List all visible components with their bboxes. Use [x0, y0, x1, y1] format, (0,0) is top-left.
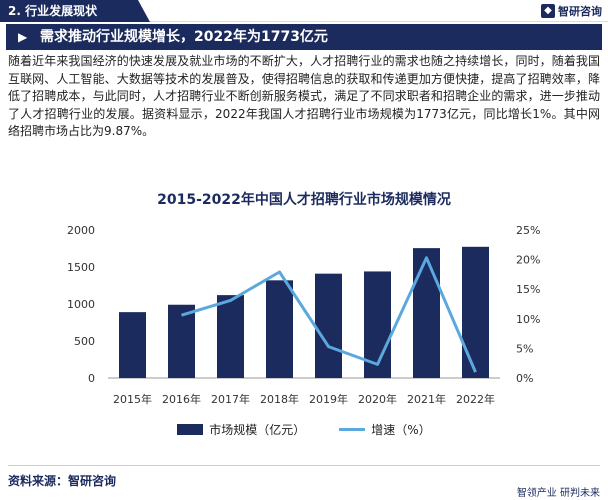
y-right-tick-label: 25% — [516, 224, 540, 237]
top-bar: 2. 行业发展现状 ◆ 智研咨询 — [0, 0, 608, 22]
legend-item-growth: 增速（%） — [339, 421, 431, 438]
bar-market-scale — [266, 280, 293, 378]
x-tick-label: 2016年 — [162, 392, 201, 406]
headline-text: 需求推动行业规模增长，2022年为1773亿元 — [40, 29, 328, 45]
bar-market-scale — [119, 312, 146, 378]
y-right-tick-label: 5% — [516, 342, 533, 355]
bar-market-scale — [315, 273, 342, 378]
legend-bar-swatch — [177, 424, 204, 435]
y-left-tick-label: 2000 — [67, 224, 95, 237]
growth-rate-line — [181, 256, 477, 373]
source-note: 资料来源：智研咨询 — [8, 474, 117, 488]
headline-banner: ▶ 需求推动行业规模增长，2022年为1773亿元 — [6, 24, 602, 50]
x-tick-label: 2021年 — [407, 392, 446, 406]
y-left-tick-label: 0 — [88, 372, 95, 385]
x-tick-label: 2018年 — [260, 392, 299, 406]
brand: ◆ 智研咨询 — [541, 3, 602, 19]
body-paragraph: 随着近年来我国经济的快速发展及就业市场的不断扩大，人才招聘行业的需求也随之持续增… — [8, 54, 600, 139]
footer-brand: 智领产业 研判未来 — [516, 488, 600, 499]
bar-market-scale — [413, 248, 440, 378]
y-right-tick-label: 10% — [516, 313, 540, 326]
x-tick-label: 2020年 — [358, 392, 397, 406]
y-left-tick-label: 1500 — [67, 261, 95, 274]
chart-legend: 市场规模（亿元） 增速（%） — [0, 421, 608, 438]
x-tick-label: 2017年 — [211, 392, 250, 406]
brand-name: 智研咨询 — [558, 5, 602, 18]
y-right-tick-label: 15% — [516, 283, 540, 296]
y-right-tick-label: 20% — [516, 254, 540, 267]
legend-label-scale: 市场规模（亿元） — [209, 423, 306, 437]
footer-divider — [8, 465, 600, 466]
y-left-tick-label: 1000 — [67, 298, 95, 311]
x-tick-label: 2019年 — [309, 392, 348, 406]
x-tick-label: 2022年 — [456, 392, 495, 406]
chart-canvas: 0 500 1000 1500 2000 0% 5% 10% 15% 20% 25% 2015年 2… — [67, 224, 540, 406]
section-tag: 2. 行业发展现状 — [0, 0, 150, 22]
y-right-tick-label: 0% — [516, 372, 533, 385]
legend-label-growth: 增速（%） — [371, 423, 431, 437]
bar-market-scale — [217, 295, 244, 378]
bar-market-scale — [462, 246, 489, 378]
y-left-tick-label: 500 — [74, 335, 95, 348]
legend-line-swatch — [339, 428, 366, 431]
chart-title: 2015-2022年中国人才招聘行业市场规模情况 — [157, 192, 451, 208]
brand-logo-icon: ◆ — [541, 4, 555, 18]
arrow-right-icon: ▶ — [18, 30, 28, 44]
x-tick-label: 2015年 — [113, 392, 152, 406]
bar-market-scale — [168, 304, 195, 378]
legend-item-scale: 市场规模（亿元） — [177, 421, 305, 438]
